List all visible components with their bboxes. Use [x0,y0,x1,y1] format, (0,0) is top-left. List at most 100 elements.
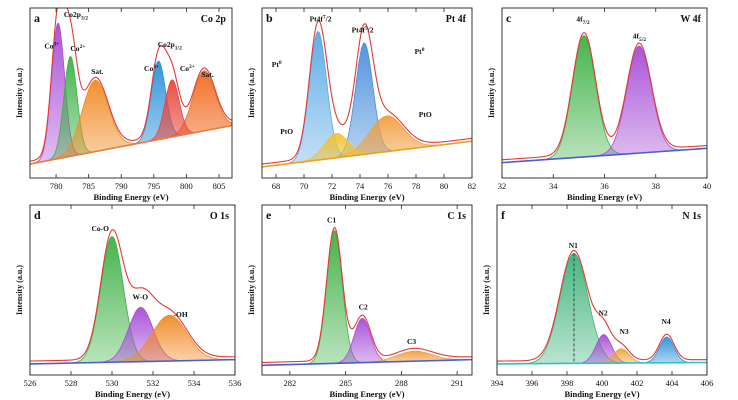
panel-c: 32 34 36 38 40 Binding Energy (eV) Intensity (… [487,7,712,202]
peak-annotation: Co2+ [180,64,195,73]
x-tick-label: 82 [468,181,477,191]
peak-annotation: Co-O [92,224,110,233]
x-axis-label: Binding Energy (eV) [329,389,404,399]
x-tick-label: 36 [600,181,609,191]
peak-annotation: Pt4f7/2 [310,14,332,23]
x-axis-label: Binding Energy (eV) [567,192,642,202]
x-axis-label: Binding Energy (eV) [564,389,639,399]
y-axis-label: Intensity (a.u.) [487,68,496,118]
baseline-a [30,124,232,165]
x-tick-label: 74 [356,181,365,191]
peak-annotation: Pt4f5/2 [352,26,374,35]
y-axis-label: Intensity (a.u.) [247,265,256,315]
x-tick-label: 80 [440,181,449,191]
x-tick-label: 402 [631,378,644,388]
peak-annotation: 4f7/2 [576,14,590,26]
peak-annotation: N1 [569,241,578,250]
x-tick-label: 528 [65,378,78,388]
envelope-b [262,20,472,165]
panel-a: 780 785 790 795 800 805 Binding Energy (eV) Int… [15,7,233,202]
x-tick-label: 785 [82,181,95,191]
panel-title: O 1s [210,211,229,222]
baseline-e [262,358,472,367]
peak-annotation: C2 [359,303,368,312]
x-tick-label: 536 [229,378,242,388]
envelope-d [30,229,235,362]
x-tick-label: 40 [703,181,712,191]
x-tick-label: 396 [526,378,539,388]
peak-annotation: N3 [620,327,629,336]
peak-annotation: Sat. [201,70,213,79]
panel-e: 282 285 288 291 Binding Energy (eV) Intensity… [247,204,473,399]
panel-d: 526 528 530 532 534 536 Binding Energy (eV) Int… [15,204,242,399]
panel-title: N 1s [682,211,701,222]
panel-letter: c [506,11,512,25]
x-tick-label: 291 [451,378,464,388]
peak-annotation: N2 [599,308,608,317]
peak-annotation: W-O [133,293,149,302]
x-axis-label: Binding Energy (eV) [93,192,168,202]
axes-frame-d [29,204,236,376]
peak-annotation: Co3+ [144,64,159,73]
peak-annotation: C3 [407,337,416,346]
panel-title: Pt 4f [446,14,467,25]
x-tick-label: 790 [115,181,128,191]
peak-annotation: Co3+ [44,41,59,50]
envelope-f [497,249,707,362]
x-tick-label: 34 [549,181,558,191]
peak-annotation: PtO [419,110,432,119]
x-tick-label: 404 [666,378,680,388]
x-tick-label: 32 [498,181,507,191]
panel-letter: b [266,11,273,25]
y-axis-label: Intensity (a.u.) [247,68,256,118]
axes-frame-e [261,204,473,376]
panel-letter: f [501,208,506,222]
x-tick-label: 285 [339,378,352,388]
x-tick-label: 530 [106,378,119,388]
baseline-c [502,147,707,164]
baseline-b [262,140,472,168]
axes-frame-b [261,7,473,179]
peak-annotation: C1 [327,216,336,225]
x-tick-label: 795 [147,181,160,191]
x-tick-label: 534 [188,378,202,388]
baseline-d [30,358,235,365]
y-axis-label: Intensity (a.u.) [482,265,491,315]
panel-title: C 1s [447,211,466,222]
baseline-f [497,361,707,365]
peak-annotation: PtO [280,127,293,136]
panel-title: W 4f [680,14,701,25]
x-tick-label: 68 [272,181,281,191]
x-tick-label: 805 [213,181,226,191]
x-tick-label: 526 [24,378,37,388]
x-tick-label: 398 [561,378,574,388]
x-tick-label: 282 [284,378,297,388]
x-tick-label: 400 [596,378,609,388]
peak-annotation: Co2p1/2 [158,40,182,52]
x-tick-label: 72 [328,181,337,191]
envelope-a [30,8,232,162]
x-tick-label: 70 [300,181,309,191]
x-tick-label: 406 [701,378,714,388]
peak-annotation: Co2p3/2 [64,10,88,22]
panel-f: 394 396 398 400 402 404 406 Binding Energy (eV)… [482,204,714,399]
x-tick-label: 38 [652,181,661,191]
panel-letter: d [34,208,41,222]
x-axis-label: Binding Energy (eV) [329,192,404,202]
x-axis-label: Binding Energy (eV) [95,389,170,399]
panel-letter: e [266,208,272,222]
x-tick-label: 76 [384,181,393,191]
axes-frame-a [29,7,233,179]
peak-annotation: Pt0 [272,60,282,69]
y-axis-label: Intensity (a.u.) [15,265,24,315]
peak-annotation: Pt0 [415,47,425,56]
peak-c-1 [502,35,707,164]
envelope-c [502,32,707,161]
peak-annotation: -OH [174,310,188,319]
panel-b: 68 70 72 74 76 78 80 82 Binding Energy (eV) Inten… [247,7,477,202]
x-tick-label: 288 [395,378,408,388]
x-tick-label: 800 [180,181,193,191]
panel-title: Co 2p [201,14,227,25]
x-tick-label: 394 [491,378,505,388]
